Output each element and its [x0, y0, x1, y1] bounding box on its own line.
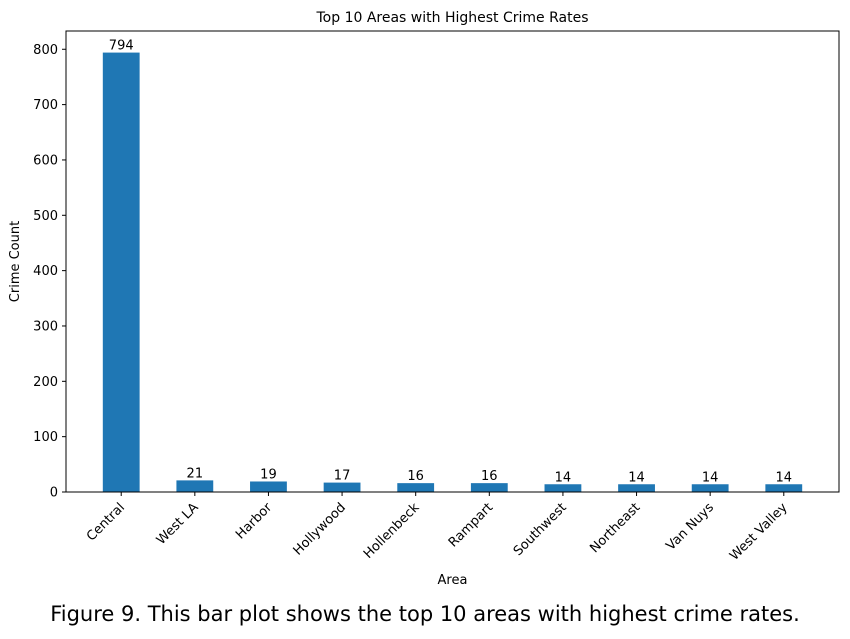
x-tick-label: Hollenbeck — [361, 500, 423, 562]
bar-value-label: 14 — [555, 470, 572, 485]
bar-value-label: 21 — [187, 466, 204, 481]
bar-value-label: 14 — [628, 470, 645, 485]
bar — [323, 482, 361, 492]
y-tick-label: 500 — [33, 209, 58, 224]
y-tick-label: 300 — [33, 319, 58, 334]
plot-frame — [65, 30, 840, 493]
y-tick-label: 700 — [33, 98, 58, 113]
y-tick-label: 100 — [33, 430, 58, 445]
bar-value-label: 17 — [334, 469, 351, 484]
x-tick-label: Southwest — [511, 500, 570, 559]
bar — [250, 481, 287, 492]
bar-chart: Top 10 Areas with Highest Crime Rates 0 1… — [8, 10, 840, 588]
x-tick-label: Rampart — [446, 500, 496, 550]
bar-value-label: 794 — [109, 39, 134, 54]
y-tick-label: 0 — [50, 486, 58, 501]
bar — [691, 484, 729, 492]
bar — [765, 484, 803, 492]
bar — [176, 480, 214, 492]
x-tick-label: West LA — [154, 500, 202, 548]
bar — [102, 52, 140, 492]
bar — [397, 483, 435, 492]
bar-value-label: 16 — [481, 469, 498, 484]
x-tick-label: Harbor — [233, 500, 276, 543]
x-tick-label: Hollywood — [291, 500, 349, 558]
y-tick-label: 400 — [33, 264, 58, 279]
x-tick-label: Northeast — [587, 500, 643, 556]
y-axis-label: Crime Count — [8, 221, 23, 302]
x-tick-label: West Valley — [727, 500, 791, 564]
x-axis-label: Area — [438, 573, 468, 588]
figure-caption: Figure 9. This bar plot shows the top 10… — [50, 602, 800, 626]
bar — [618, 484, 655, 492]
chart-title: Top 10 Areas with Highest Crime Rates — [316, 10, 589, 26]
x-tick-label: Van Nuys — [663, 500, 717, 554]
y-tick-label: 800 — [33, 43, 58, 58]
x-tick-label: Central — [84, 500, 128, 544]
bar — [470, 483, 508, 492]
bar-value-label: 19 — [260, 467, 277, 482]
bar-value-label: 14 — [776, 470, 793, 485]
y-tick-label: 200 — [33, 375, 58, 390]
bar — [544, 484, 582, 492]
bar-value-label: 14 — [702, 470, 719, 485]
bar-value-label: 16 — [407, 469, 424, 484]
y-tick-label: 600 — [33, 153, 58, 168]
